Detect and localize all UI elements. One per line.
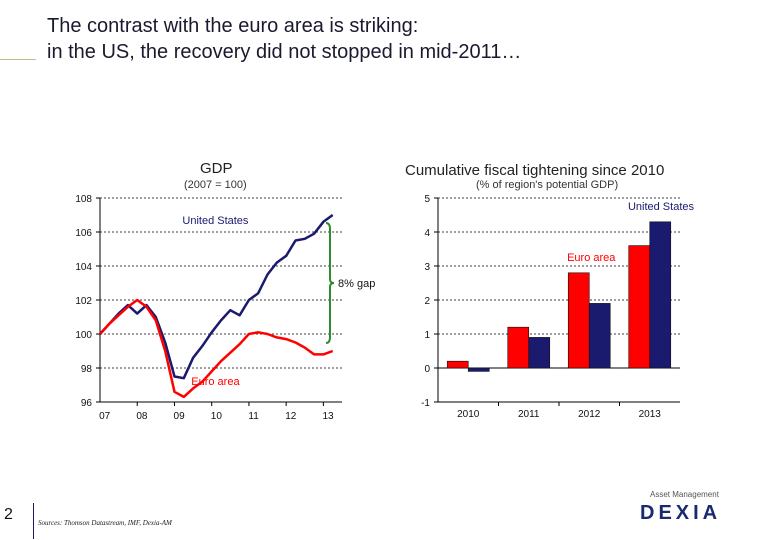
fiscal-ytick-label: 4 (424, 228, 430, 239)
fiscal-ytick-label: 1 (424, 330, 430, 341)
gap-brace (325, 222, 335, 344)
sources-note: Sources: Thomson Datastream, IMF, Dexia-… (38, 519, 172, 527)
fiscal-us-annotation: United States (628, 201, 695, 213)
gdp-xtick-label: 11 (248, 411, 259, 422)
fiscal-xtick-label: 2012 (578, 409, 601, 420)
gdp-xtick-label: 13 (322, 411, 334, 422)
gdp-xtick-label: 07 (99, 411, 111, 422)
title-accent-line (0, 59, 36, 60)
gdp-xtick-label: 09 (174, 411, 186, 422)
fiscal-us-bar (528, 337, 551, 369)
gdp-ytick-label: 98 (81, 364, 93, 375)
footer-divider (33, 503, 34, 539)
fiscal-us-bar (467, 367, 490, 372)
fiscal-chart-subtitle: (% of region's potential GDP) (476, 179, 619, 191)
fiscal-xtick-label: 2011 (518, 409, 540, 420)
gdp-ytick-label: 108 (75, 194, 92, 205)
gdp-xtick-label: 08 (136, 411, 148, 422)
slide-title-line-1: The contrast with the euro area is strik… (47, 15, 419, 37)
gdp-ytick-label: 102 (75, 296, 92, 307)
slide-title: The contrast with the euro area is strik… (47, 13, 521, 65)
gdp-us-annotation: United States (182, 215, 249, 227)
gdp-euro-line (99, 298, 334, 399)
gdp-us-line (99, 213, 334, 380)
fiscal-euro-annotation: Euro area (567, 252, 616, 264)
dexia-logo: DEXIA (640, 502, 722, 524)
slide-title-line-2: in the US, the recovery did not stopped … (47, 41, 522, 63)
fiscal-us-bar (588, 303, 611, 369)
gdp-euro-annotation: Euro area (191, 376, 240, 388)
fiscal-xtick-label: 2010 (457, 409, 480, 420)
fiscal-euro-bar (567, 272, 590, 369)
gdp-ytick-label: 96 (81, 398, 93, 409)
gdp-chart-subtitle: (2007 = 100) (184, 179, 247, 191)
logo-subtext: Asset Management (650, 490, 719, 499)
fiscal-xtick-label: 2013 (639, 409, 662, 420)
fiscal-euro-bar (628, 245, 651, 369)
fiscal-ytick-label: 2 (424, 296, 430, 307)
fiscal-ytick-label: 0 (424, 364, 430, 375)
gap-annotation: 8% gap (338, 278, 375, 290)
gdp-ytick-label: 106 (75, 228, 92, 239)
gdp-chart-title: GDP (200, 160, 233, 177)
page-number: 2 (4, 506, 13, 523)
fiscal-ytick-label: -1 (421, 398, 430, 409)
gdp-ytick-label: 100 (75, 330, 92, 341)
fiscal-euro-bar (446, 360, 469, 369)
fiscal-us-bar (649, 221, 672, 369)
fiscal-ytick-label: 5 (424, 194, 430, 205)
fiscal-ytick-label: 3 (424, 262, 430, 273)
gdp-xtick-label: 12 (285, 411, 297, 422)
gdp-ytick-label: 104 (75, 262, 92, 273)
fiscal-chart-title: Cumulative fiscal tightening since 2010 (405, 162, 665, 179)
fiscal-euro-bar (507, 326, 530, 369)
gdp-xtick-label: 10 (211, 411, 223, 422)
